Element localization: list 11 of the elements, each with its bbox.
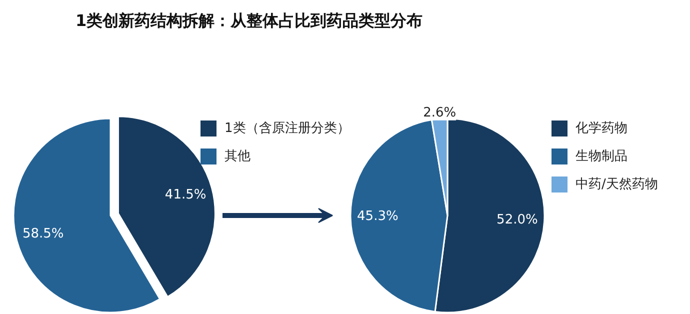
- data-label: 45.3%: [357, 209, 398, 224]
- legend-label: 化学药物: [576, 121, 628, 136]
- data-label: 52.0%: [496, 212, 538, 228]
- data-label: 41.5%: [164, 187, 206, 202]
- data-label: 2.6%: [423, 105, 456, 120]
- legend-label: 其他: [224, 149, 250, 164]
- legend-label: 1类（含原注册分类）: [224, 121, 350, 136]
- legend-label: 生物制品: [576, 149, 628, 164]
- legend-label: 中药/天然药物: [576, 177, 658, 192]
- data-label: 58.5%: [22, 226, 64, 242]
- chart-title: 1类创新药结构拆解：从整体占比到药品类型分布: [76, 11, 423, 30]
